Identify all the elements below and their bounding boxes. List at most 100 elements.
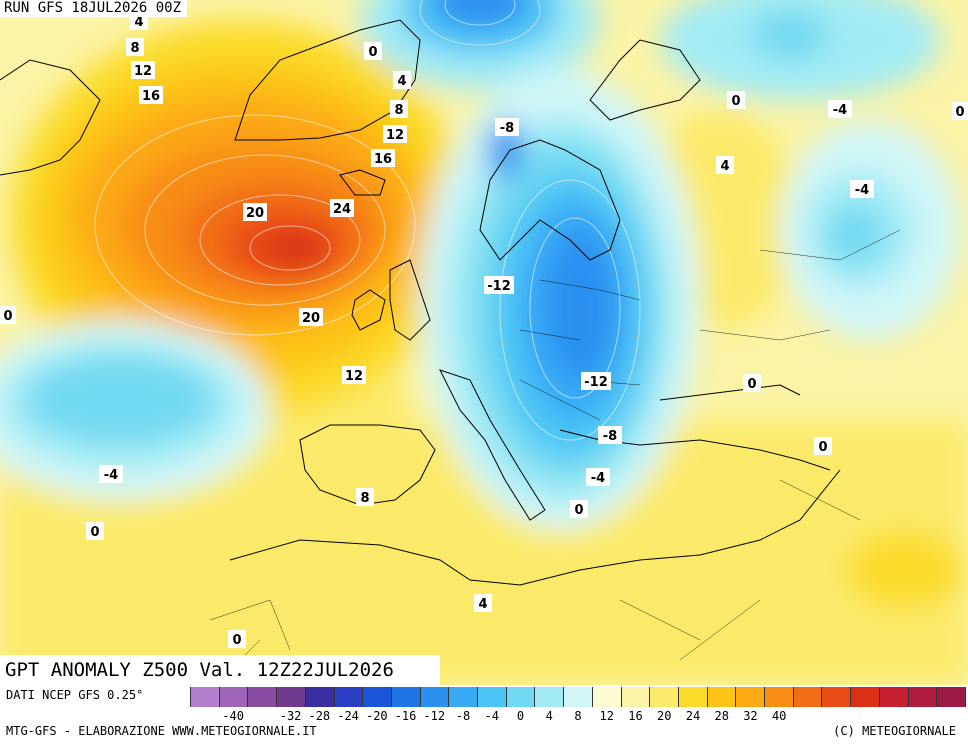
colorbar-swatch — [248, 687, 278, 707]
coastlines — [0, 19, 841, 586]
svg-text:4: 4 — [134, 15, 143, 30]
svg-text:-8: -8 — [500, 121, 514, 136]
colorbar-swatch — [219, 687, 249, 707]
contour-label: -8 — [495, 118, 519, 136]
contour-label: 20 — [243, 203, 267, 221]
colorbar-tick-label: 40 — [771, 709, 787, 723]
colorbar-swatch — [879, 687, 909, 707]
colorbar-swatch — [707, 687, 737, 707]
contour-label: 0 — [570, 500, 588, 518]
colorbar-swatch — [478, 687, 507, 707]
svg-text:16: 16 — [374, 152, 392, 167]
contour-label: 0 — [86, 522, 104, 540]
svg-text:0: 0 — [747, 377, 756, 392]
colorbar-swatch — [190, 687, 220, 707]
svg-text:-4: -4 — [591, 471, 605, 486]
colorbar-tick-label: 0 — [516, 709, 525, 723]
colorbar-swatch — [391, 687, 421, 707]
colorbar-tick-label: 20 — [656, 709, 672, 723]
svg-text:12: 12 — [134, 64, 152, 79]
svg-text:4: 4 — [720, 159, 729, 174]
svg-text:-4: -4 — [833, 103, 847, 118]
contour-label: -8 — [598, 426, 622, 444]
colorbar-tick-label: -16 — [394, 709, 417, 723]
colorbar-swatch — [535, 687, 565, 707]
legend-panel: DATI NCEP GFS 0.25° -40 -32 -28 -24 -20 -16 -1… — [0, 685, 968, 745]
contour-label: 4 — [474, 594, 492, 612]
colorbar-tick-label: -4 — [484, 709, 499, 723]
contour-label: 4 — [716, 156, 734, 174]
contour-label: 12 — [131, 61, 155, 79]
svg-text:0: 0 — [818, 440, 827, 455]
contour-label: 0 — [0, 306, 16, 324]
contour-label: 0 — [727, 91, 745, 109]
contour-label: 20 — [299, 308, 323, 326]
contour-labels: 4 8 12 16 0 4 8 12 16 20 24 -8 0 -4 4 -4… — [0, 12, 968, 648]
colorbar-tick-label: -8 — [455, 709, 471, 723]
colorbar — [190, 687, 966, 707]
svg-text:12: 12 — [345, 369, 363, 384]
colorbar-swatch — [334, 687, 364, 707]
svg-text:0: 0 — [3, 309, 12, 324]
colorbar-swatch — [277, 687, 306, 707]
contour-label: 12 — [383, 125, 407, 143]
colorbar-tick-label: 4 — [545, 709, 553, 723]
contour-label: -4 — [828, 100, 852, 118]
svg-text:-8: -8 — [603, 429, 617, 444]
colorbar-swatch — [650, 687, 679, 707]
svg-text:-12: -12 — [487, 279, 511, 294]
anomaly-map: 4 8 12 16 0 4 8 12 16 20 24 -8 0 -4 4 -4… — [0, 0, 968, 685]
footer-copyright: (C) METEOGIORNALE — [833, 724, 956, 738]
contour-label: -4 — [99, 465, 123, 483]
svg-text:12: 12 — [386, 128, 404, 143]
colorbar-tick-label: 32 — [743, 709, 758, 723]
colorbar-swatch — [678, 687, 708, 707]
contour-label: 8 — [126, 38, 144, 56]
colorbar-swatch — [506, 687, 536, 707]
colorbar-tick-label: 24 — [685, 709, 701, 723]
contour-label: -12 — [484, 276, 514, 294]
borders — [209, 229, 901, 661]
svg-text:0: 0 — [232, 633, 241, 648]
colorbar-tick-label: 16 — [628, 709, 643, 723]
colorbar-tick-label: 8 — [574, 709, 582, 723]
svg-text:4: 4 — [397, 74, 406, 89]
colorbar-tick-label: -32 — [279, 709, 302, 723]
colorbar-swatch — [908, 687, 938, 707]
svg-text:8: 8 — [130, 41, 139, 56]
contour-label: 16 — [139, 86, 163, 104]
svg-text:24: 24 — [333, 202, 351, 217]
run-header: RUN GFS 18JUL2026 00Z — [0, 0, 188, 17]
svg-text:16: 16 — [142, 89, 160, 104]
contour-label: -4 — [850, 180, 874, 198]
colorbar-tick-label: 28 — [714, 709, 729, 723]
colorbar-swatch — [937, 687, 966, 707]
colorbar-tick-label: -20 — [365, 709, 388, 723]
svg-text:0: 0 — [368, 45, 377, 60]
colorbar-tick-label: -40 — [222, 709, 244, 723]
contour-label: 0 — [743, 374, 761, 392]
svg-text:0: 0 — [90, 525, 99, 540]
colorbar-swatch — [592, 687, 622, 707]
svg-text:0: 0 — [731, 94, 740, 109]
colorbar-swatch — [765, 687, 794, 707]
colorbar-swatch — [793, 687, 823, 707]
svg-text:-4: -4 — [855, 183, 869, 198]
svg-text:-4: -4 — [104, 468, 118, 483]
footer-credit: MTG-GFS - ELABORAZIONE WWW.METEOGIORNALE… — [6, 724, 317, 738]
svg-text:4: 4 — [478, 597, 487, 612]
colorbar-swatch — [736, 687, 766, 707]
contour-label: 0 — [952, 102, 968, 120]
colorbar-swatch — [822, 687, 852, 707]
colorbar-swatch — [305, 687, 335, 707]
svg-text:0: 0 — [574, 503, 583, 518]
colorbar-swatch — [851, 687, 880, 707]
svg-text:20: 20 — [246, 206, 264, 221]
colorbar-swatch — [564, 687, 593, 707]
colorbar-tick-label: -28 — [308, 709, 331, 723]
contour-label: 0 — [364, 42, 382, 60]
svg-text:8: 8 — [360, 491, 369, 506]
contour-label: 4 — [393, 71, 411, 89]
colorbar-tick-label: -24 — [337, 709, 359, 723]
data-source: DATI NCEP GFS 0.25° — [6, 688, 144, 702]
